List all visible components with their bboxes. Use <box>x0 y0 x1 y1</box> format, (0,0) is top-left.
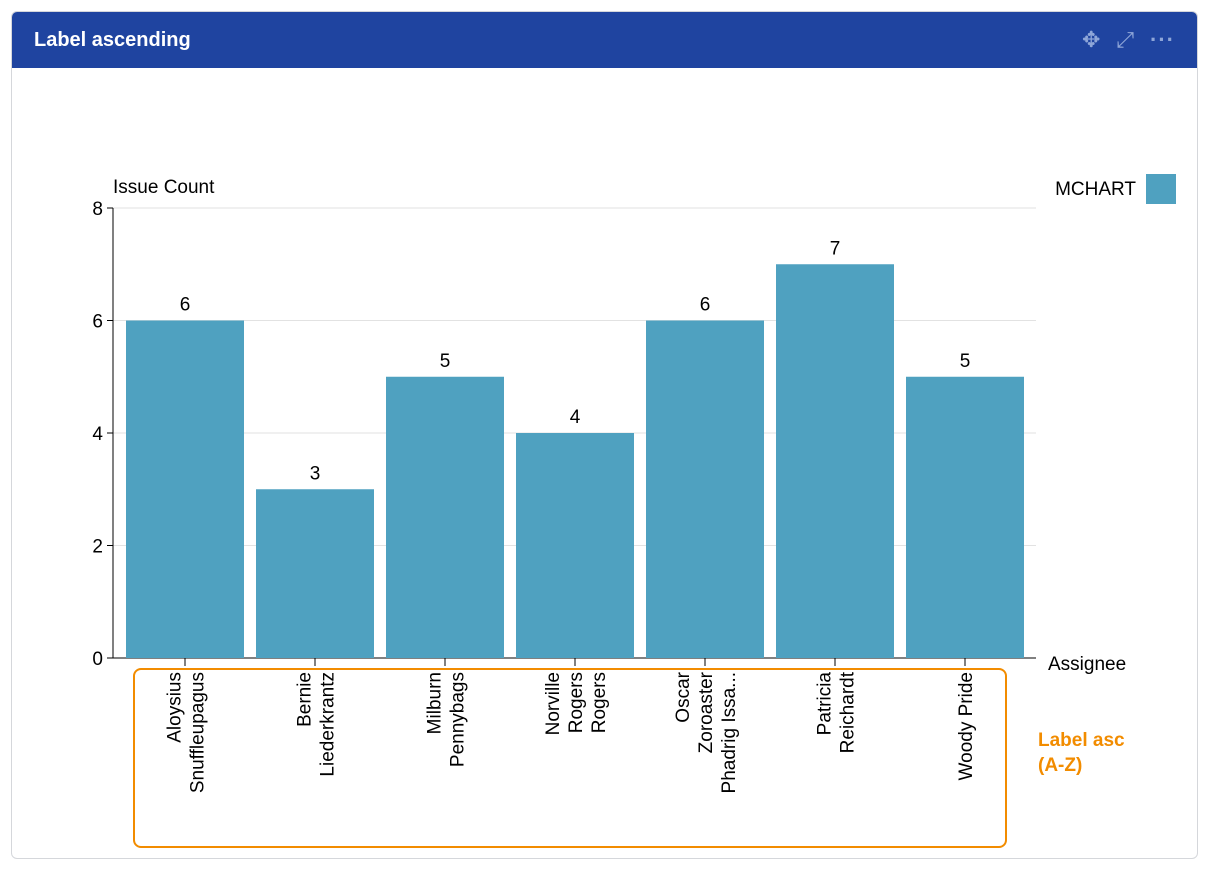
data-label: 4 <box>570 407 581 428</box>
data-label: 7 <box>830 238 841 259</box>
x-tick-label: Phadrig Issa... <box>719 672 740 793</box>
bar <box>256 489 374 658</box>
card-title: Label ascending <box>34 28 191 51</box>
y-tick-label: 6 <box>92 312 103 333</box>
annotation-line2: (A-Z) <box>1038 755 1083 776</box>
data-label: 5 <box>440 351 451 372</box>
y-tick-label: 4 <box>92 424 103 445</box>
y-axis-title: Issue Count <box>113 177 215 198</box>
x-axis-title: Assignee <box>1048 654 1126 675</box>
label-highlight-box <box>133 668 1007 848</box>
x-tick-label: Zoroaster <box>696 671 717 753</box>
data-label: 6 <box>700 295 711 316</box>
data-label: 6 <box>180 295 191 316</box>
more-icon[interactable]: ··· <box>1150 27 1175 52</box>
bar <box>776 264 894 658</box>
data-label: 3 <box>310 463 321 484</box>
x-tick-label: Reichardt <box>838 671 859 753</box>
y-tick-label: 2 <box>92 537 103 558</box>
bar <box>516 433 634 658</box>
x-tick-label: Oscar <box>673 671 694 722</box>
bar <box>646 320 764 658</box>
y-tick-label: 0 <box>92 649 103 670</box>
annotation-line1: Label asc <box>1038 730 1125 751</box>
x-tick-label: Milburn <box>425 672 446 734</box>
x-tick-label: Bernie <box>295 672 316 727</box>
card-header: Label ascending ✥ ⤢ ··· <box>12 12 1197 68</box>
bar <box>906 376 1024 658</box>
data-label: 5 <box>960 351 971 372</box>
x-tick-label: Pennybags <box>448 672 469 767</box>
x-tick-label: Snuffleupagus <box>188 672 209 793</box>
expand-icon[interactable]: ⤢ <box>1116 27 1135 52</box>
legend-label: MCHART <box>1055 179 1136 200</box>
x-tick-label: Woody Pride <box>956 672 977 780</box>
sort-annotation: Label asc (A-Z) <box>1038 728 1125 778</box>
x-tick-label: Rogers <box>589 672 610 733</box>
move-icon[interactable]: ✥ <box>1081 27 1101 52</box>
legend-swatch <box>1146 174 1176 204</box>
y-tick-label: 8 <box>92 199 103 220</box>
x-tick-label: Aloysius <box>165 672 186 743</box>
x-tick-label: Patricia <box>815 672 836 736</box>
x-tick-label: Liederkrantz <box>318 672 339 777</box>
x-tick-label: Norville <box>543 672 564 735</box>
x-tick-label: Rogers <box>566 672 587 733</box>
bar <box>126 320 244 658</box>
bar <box>386 376 504 658</box>
